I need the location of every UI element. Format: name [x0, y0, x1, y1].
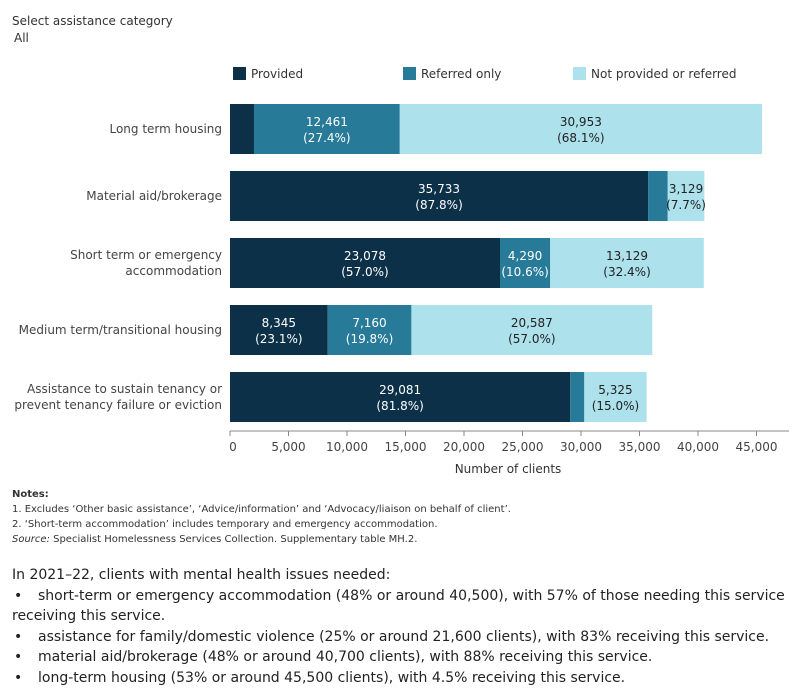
data-label-3-1-1: 23,078	[344, 249, 386, 263]
legend-label-2: Referred only	[421, 67, 501, 81]
x-tick-label-1: 0	[229, 440, 237, 454]
data-label-3-3-2: (32.4%)	[603, 265, 650, 279]
data-label-4-2-1: 7,160	[352, 316, 386, 330]
data-label-2-1-2: (87.8%)	[415, 198, 462, 212]
data-label-3-2-2: (10.6%)	[501, 265, 548, 279]
bar-3-series-1	[230, 238, 501, 288]
x-tick-label-2: 5,000	[271, 440, 305, 454]
note-2: 2. ‘Short-term accommodation’ includes t…	[12, 519, 438, 530]
data-label-5-1-1: 29,081	[379, 383, 421, 397]
bar-1-series-2	[253, 104, 400, 154]
notes-title: Notes:	[12, 489, 49, 500]
category-label-1-1: Long term housing	[109, 122, 222, 136]
data-label-4-1-2: (23.1%)	[255, 332, 302, 346]
category-label-5-1: Assistance to sustain tenancy or	[27, 382, 222, 396]
data-label-3-1-2: (57.0%)	[341, 265, 388, 279]
bar-4-series-2	[327, 305, 412, 355]
data-label-3-3-1: 13,129	[606, 249, 648, 263]
data-label-5-3-2: (15.0%)	[592, 399, 639, 413]
summary-bullet-3: material aid/brokerage (48% or around 40…	[12, 647, 792, 668]
data-label-1-3-1: 30,953	[560, 115, 602, 129]
data-label-2-3-1: 3,129	[669, 182, 703, 196]
x-tick-label-9: 40,000	[677, 440, 719, 454]
x-tick-label-6: 25,000	[502, 440, 544, 454]
x-tick-label-3: 10,000	[326, 440, 368, 454]
legend-label-3: Not provided or referred	[591, 67, 736, 81]
x-axis-title: Number of clients	[455, 462, 562, 476]
summary-intro: In 2021–22, clients with mental health i…	[12, 567, 391, 583]
source-line: Source: Specialist Homelessness Services…	[12, 532, 511, 547]
x-tick-label-7: 30,000	[560, 440, 602, 454]
bar-2-series-1	[230, 171, 649, 221]
x-tick-label-10: 45,000	[736, 440, 778, 454]
bar-3-series-3	[550, 238, 704, 288]
bar-2-series-2	[648, 171, 668, 221]
legend-label-1: Provided	[251, 67, 303, 81]
notes-block: Notes: 1. Excludes ‘Other basic assistan…	[12, 487, 511, 547]
data-label-4-2-2: (19.8%)	[346, 332, 393, 346]
note-1: 1. Excludes ‘Other basic assistance’, ‘A…	[12, 504, 511, 515]
category-label-4-1: Medium term/transitional housing	[19, 323, 222, 337]
data-label-4-3-1: 20,587	[511, 316, 553, 330]
data-label-4-3-2: (57.0%)	[508, 332, 555, 346]
summary-bullet-2: assistance for family/domestic violence …	[12, 627, 792, 648]
source-text: Specialist Homelessness Services Collect…	[49, 534, 418, 545]
data-label-1-2-2: (27.4%)	[303, 131, 350, 145]
bar-4-series-1	[230, 305, 328, 355]
data-label-5-1-2: (81.8%)	[376, 399, 423, 413]
category-label-3-2: accommodation	[125, 264, 222, 278]
category-label-3-1: Short term or emergency	[70, 248, 222, 262]
summary-text: In 2021–22, clients with mental health i…	[12, 565, 792, 688]
bar-5-series-3	[584, 372, 647, 422]
bar-1-series-1	[230, 104, 254, 154]
data-label-4-1-1: 8,345	[262, 316, 296, 330]
data-label-2-3-2: (7.7%)	[666, 198, 706, 212]
category-label-5-2: prevent tenancy failure or eviction	[14, 398, 222, 412]
x-tick-label-8: 35,000	[619, 440, 661, 454]
x-tick-label-5: 20,000	[443, 440, 485, 454]
data-label-2-1-1: 35,733	[418, 182, 460, 196]
data-label-3-2-1: 4,290	[508, 249, 542, 263]
x-tick-label-4: 15,000	[385, 440, 427, 454]
legend-swatch-3	[573, 67, 586, 80]
filter-value-select[interactable]: All	[14, 31, 29, 45]
summary-list: short-term or emergency accommodation (4…	[12, 586, 792, 689]
bar-5-series-1	[230, 372, 571, 422]
summary-bullet-1: short-term or emergency accommodation (4…	[12, 586, 792, 627]
legend-swatch-1	[233, 67, 246, 80]
stacked-bar-chart: Provided Referred only Not provided or ref…	[14, 67, 789, 476]
data-label-1-2-1: 12,461	[306, 115, 348, 129]
source-label: Source:	[12, 534, 50, 545]
summary-bullet-4: long-term housing (53% or around 45,500 …	[12, 668, 792, 689]
data-label-1-3-2: (68.1%)	[557, 131, 604, 145]
bar-2-series-3	[667, 171, 705, 221]
bar-5-series-2	[570, 372, 585, 422]
bar-4-series-3	[411, 305, 653, 355]
legend-swatch-2	[403, 67, 416, 80]
filter-label: Select assistance category	[12, 14, 173, 28]
category-label-2-1: Material aid/brokerage	[86, 189, 222, 203]
bar-1-series-3	[399, 104, 762, 154]
bar-3-series-2	[500, 238, 551, 288]
data-label-5-3-1: 5,325	[598, 383, 632, 397]
